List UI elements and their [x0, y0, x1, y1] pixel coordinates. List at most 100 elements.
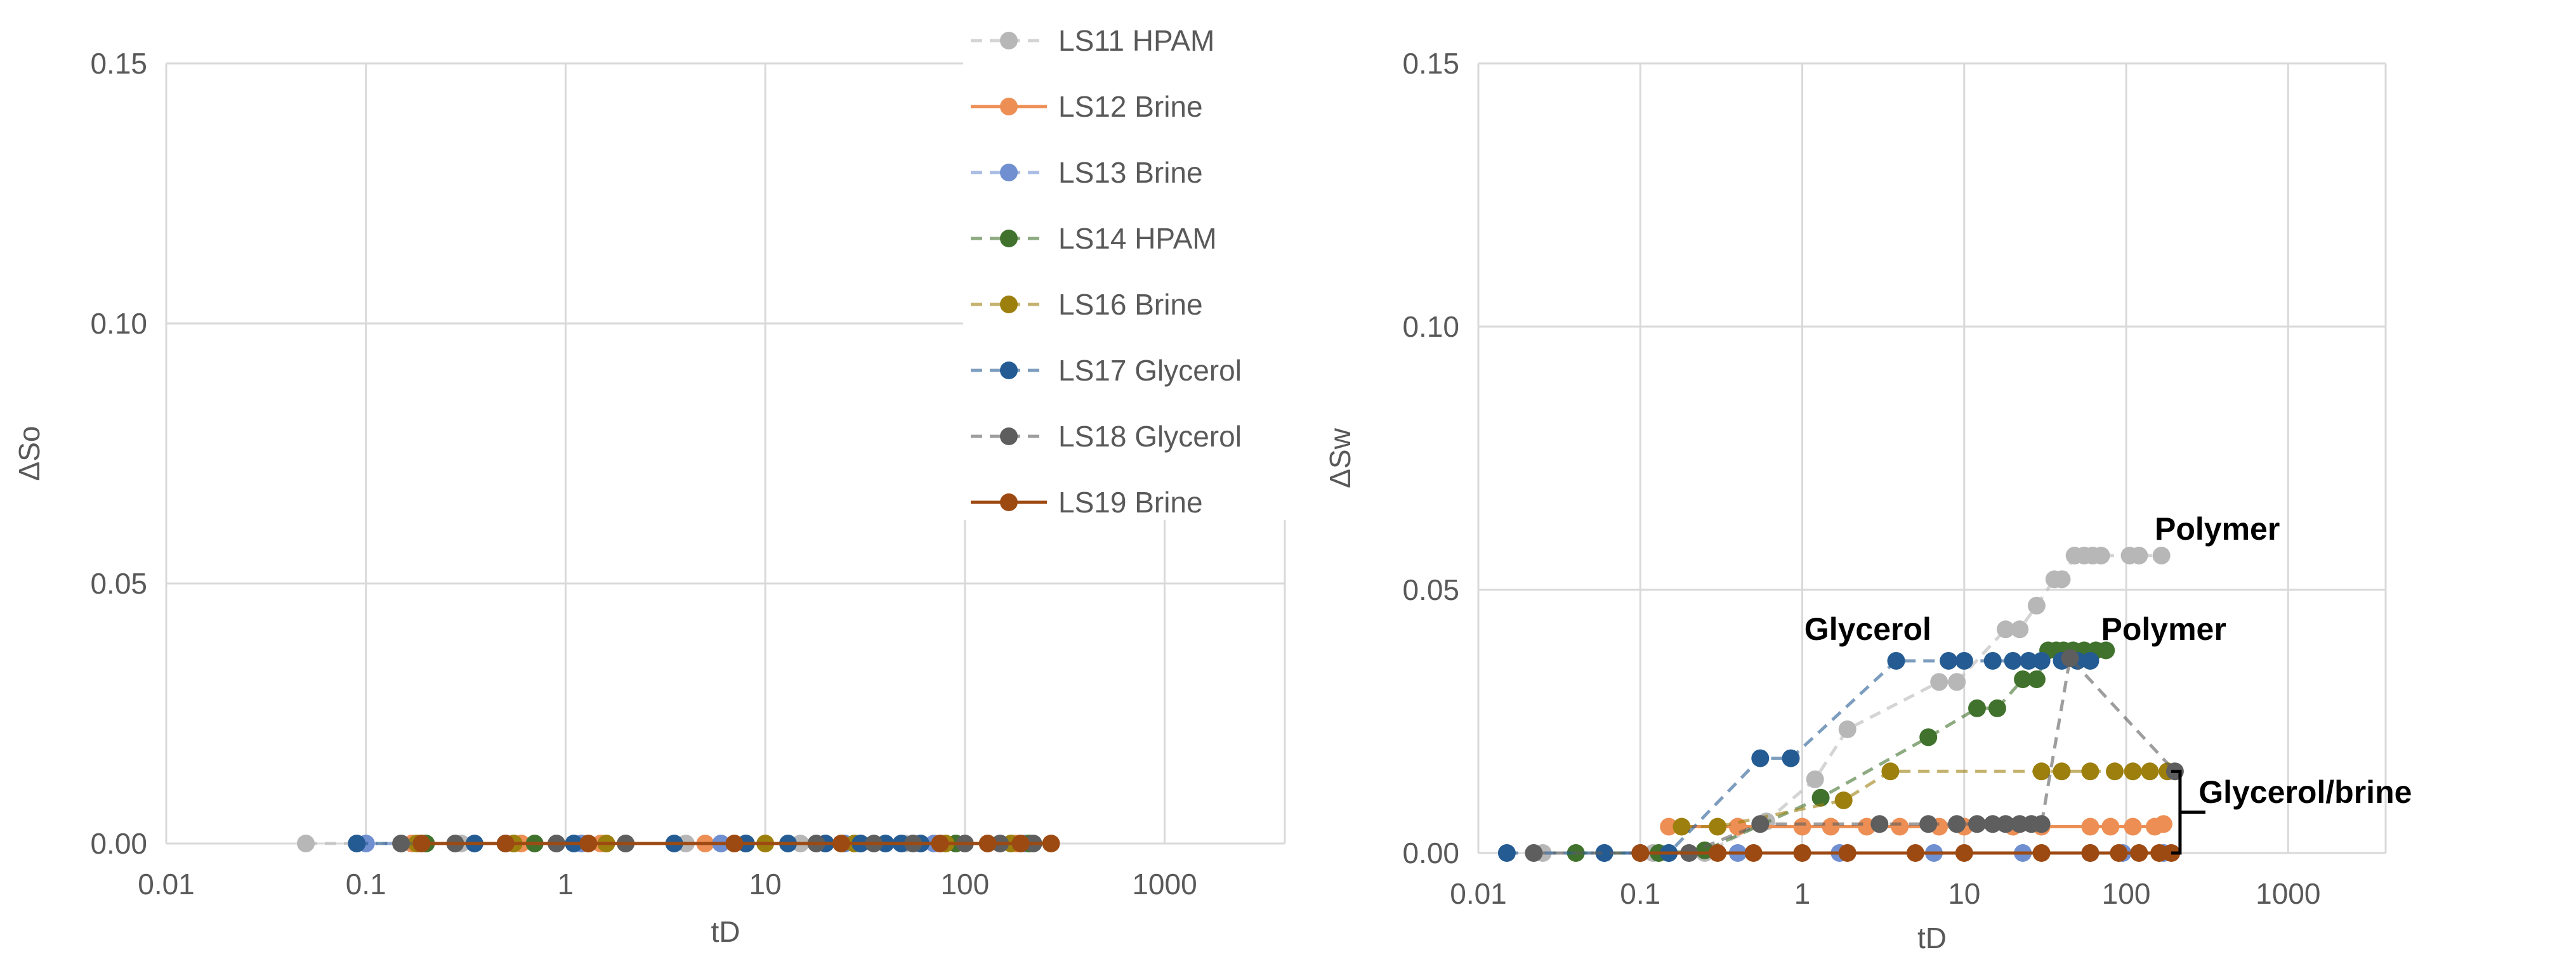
- legend-swatch-marker-ls16: [1000, 296, 1018, 313]
- right-x-axis-label: tD: [1917, 922, 1947, 954]
- right-point-ls18: [1870, 815, 1889, 833]
- right-point-ls17: [2020, 652, 2038, 670]
- right-point-ls11: [2130, 547, 2148, 564]
- right-point-ls19: [1838, 844, 1856, 862]
- right-point-ls11: [1997, 620, 2014, 639]
- right-point-ls11: [2011, 620, 2029, 639]
- legend-label-ls18: LS18 Glycerol: [1058, 420, 1242, 453]
- right-x-axis: 0.01 0.1 1 10 100 1000: [1450, 877, 2320, 910]
- glycerol-brine-bracket: [2171, 769, 2205, 855]
- right-point-ls18: [1983, 815, 2002, 833]
- right-point-ls16: [2081, 762, 2100, 781]
- right-x-tick-label: 1: [1794, 877, 1811, 910]
- right-point-ls14: [2027, 670, 2046, 689]
- right-point-ls12: [2154, 815, 2172, 833]
- left-y-tick-label: 0.10: [90, 307, 147, 340]
- left-y-axis-label: ΔSo: [13, 426, 46, 481]
- right-point-ls19: [1793, 844, 1811, 862]
- annotation-glycerol-brine: Glycerol/brine: [2198, 774, 2412, 810]
- legend-label-ls17: LS17 Glycerol: [1058, 354, 1242, 387]
- right-point-ls19: [1631, 844, 1650, 862]
- right-point-ls18: [1968, 815, 1986, 833]
- legend-label-ls13: LS13 Brine: [1058, 156, 1203, 189]
- legend-label-ls11: LS11 HPAM: [1058, 24, 1214, 57]
- right-point-ls12: [2081, 817, 2100, 836]
- right-point-ls18: [2032, 815, 2051, 833]
- left-x-tick-label: 100: [940, 868, 989, 901]
- right-point-ls16: [1881, 762, 1900, 781]
- left-y-tick-label: 0.05: [90, 567, 147, 600]
- right-x-tick-label: 1000: [2256, 877, 2320, 910]
- right-point-ls12: [2124, 817, 2142, 836]
- right-point-ls17: [2004, 652, 2022, 670]
- right-point-ls14: [2014, 670, 2032, 689]
- legend-swatch-marker-ls17: [1000, 362, 1018, 379]
- right-point-ls17: [1887, 652, 1905, 670]
- right-x-tick-label: 0.01: [1450, 877, 1507, 910]
- right-point-ls14: [2097, 641, 2115, 660]
- right-point-ls14: [1919, 728, 1938, 746]
- left-x-tick-label: 0.01: [138, 868, 195, 901]
- right-point-ls16: [2053, 762, 2071, 781]
- left-point-ls19: [1011, 835, 1030, 852]
- right-point-ls19: [1744, 844, 1763, 862]
- right-point-ls11: [1838, 720, 1856, 738]
- annotation-glycerol: Glycerol: [1804, 611, 1931, 647]
- right-point-ls16: [2124, 762, 2142, 781]
- right-point-ls19: [2110, 844, 2128, 862]
- legend-swatch-marker-ls11: [1000, 32, 1018, 49]
- right-y-tick-label: 0.15: [1402, 47, 1459, 80]
- legend: LS11 HPAM LS12 Brine LS13 Brine LS14 HPAM LS…: [963, 13, 1293, 520]
- right-point-ls19: [1955, 844, 1973, 862]
- right-point-ls18: [1751, 815, 1770, 833]
- right-y-tick-label: 0.10: [1402, 310, 1459, 343]
- right-point-ls14: [1811, 788, 1830, 807]
- legend-swatch-marker-ls12: [1000, 98, 1018, 115]
- right-point-ls17: [1595, 844, 1613, 862]
- left-x-axis-label: tD: [711, 915, 740, 948]
- left-x-tick-label: 1000: [1132, 868, 1197, 901]
- left-point-ls19: [978, 835, 997, 852]
- right-point-ls16: [2032, 762, 2051, 781]
- left-y-tick-label: 0.00: [90, 827, 147, 860]
- right-point-ls11: [1948, 673, 1966, 691]
- right-point-ls14: [1988, 699, 2006, 717]
- left-y-axis: 0.00 0.05 0.10 0.15: [90, 47, 147, 860]
- right-point-ls16: [2106, 762, 2124, 781]
- right-point-ls19: [2032, 844, 2051, 862]
- left-x-tick-label: 0.1: [346, 868, 386, 901]
- right-annotations: Polymer Polymer Glycerol Glycerol/brine: [1804, 511, 2412, 855]
- left-point-ls19: [496, 835, 515, 852]
- right-point-ls18: [1919, 815, 1938, 833]
- right-point-ls16: [1834, 791, 1853, 809]
- right-point-ls17: [1497, 844, 1516, 862]
- legend-swatch-marker-ls19: [1000, 493, 1018, 511]
- right-point-ls12: [1660, 817, 1678, 836]
- legend-swatch-marker-ls18: [1000, 427, 1018, 445]
- right-point-ls14: [1968, 699, 1986, 717]
- right-chart-sw: 0.00 0.05 0.10 0.15 0.01 0.1 1 10 100 1000 tD ΔS…: [1324, 47, 2412, 954]
- right-point-ls11: [2053, 570, 2071, 589]
- right-point-ls17: [2081, 652, 2100, 670]
- right-point-ls11: [2092, 547, 2110, 564]
- right-point-ls16: [2141, 762, 2159, 781]
- right-x-tick-label: 10: [1948, 877, 1980, 910]
- right-series: [1497, 547, 2184, 862]
- right-point-ls17: [1940, 652, 1958, 670]
- legend-swatch-marker-ls14: [1000, 230, 1018, 247]
- left-point-ls19: [579, 835, 598, 852]
- right-y-tick-label: 0.00: [1402, 837, 1459, 870]
- right-point-ls16: [1709, 817, 1727, 836]
- left-point-ls19: [832, 835, 850, 852]
- right-y-tick-label: 0.05: [1402, 573, 1459, 606]
- left-point-ls19: [725, 835, 744, 852]
- left-y-tick-label: 0.15: [90, 47, 147, 80]
- right-point-ls17: [1983, 652, 2002, 670]
- right-point-ls18: [1997, 815, 2014, 833]
- right-point-ls17: [2032, 652, 2051, 670]
- right-point-ls19: [1906, 844, 1924, 862]
- left-point-ls17: [348, 835, 366, 852]
- left-point-ls18: [392, 835, 411, 852]
- left-point-ls19: [1042, 835, 1060, 852]
